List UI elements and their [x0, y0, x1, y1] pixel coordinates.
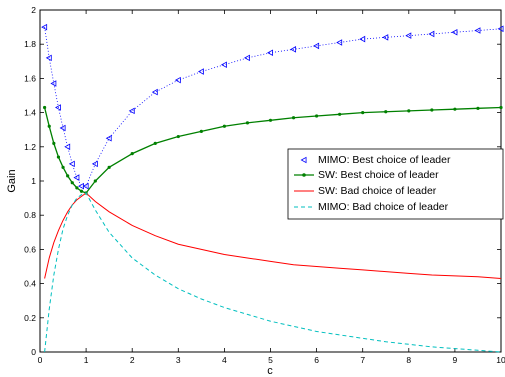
x-tick-label: 5 — [268, 355, 273, 365]
data-point — [75, 186, 79, 190]
data-point — [407, 109, 411, 113]
data-point — [174, 76, 181, 84]
legend-entry-sw-best: SW: Best choice of leader — [318, 169, 439, 181]
legend-entry-sw-bad: SW: Bad choice of leader — [318, 185, 437, 197]
data-point — [474, 27, 481, 34]
data-point — [497, 25, 504, 33]
data-point — [361, 111, 365, 115]
legend-entry-mimo-best: MIMO: Best choice of leader — [318, 154, 451, 166]
series-0 — [41, 23, 504, 190]
y-tick-label: 1.8 — [24, 39, 36, 49]
data-point — [499, 105, 503, 110]
data-point — [338, 112, 342, 116]
data-point — [52, 141, 56, 145]
series-1 — [43, 105, 503, 195]
y-tick-label: 1.4 — [24, 108, 36, 118]
x-tick-label: 10 — [496, 355, 505, 365]
data-point — [382, 34, 389, 41]
series-3 — [44, 192, 502, 353]
x-tick-label: 7 — [360, 355, 365, 365]
data-point — [107, 165, 111, 169]
y-tick-label: 1.2 — [24, 142, 36, 152]
data-point — [315, 114, 319, 118]
y-tick-label: 0.6 — [24, 244, 36, 254]
data-point — [384, 110, 388, 114]
y-tick-label: 0.8 — [24, 210, 36, 220]
data-point — [91, 160, 98, 168]
data-point — [428, 30, 435, 38]
data-point — [291, 116, 296, 120]
data-point — [453, 107, 457, 111]
legend-sample-marker — [302, 173, 306, 177]
data-point — [359, 35, 366, 43]
y-tick-label: 1 — [31, 176, 36, 186]
x-tick-label: 8 — [406, 355, 411, 365]
data-point — [267, 49, 273, 57]
data-point — [73, 174, 80, 181]
y-tick-label: 1.6 — [24, 73, 36, 83]
legend: MIMO: Best choice of leader SW: Best cho… — [287, 148, 504, 220]
data-point — [130, 152, 134, 156]
data-point — [59, 124, 66, 132]
x-tick-label: 1 — [84, 355, 89, 365]
data-point — [430, 108, 434, 112]
data-point — [176, 134, 180, 139]
data-point — [268, 118, 273, 122]
x-tick-label: 4 — [222, 355, 227, 365]
x-tick-label: 2 — [130, 355, 135, 365]
data-point — [41, 23, 48, 31]
y-tick-label: 0.2 — [24, 313, 36, 323]
data-point — [79, 189, 84, 193]
data-point — [43, 105, 47, 110]
y-tick-label: 0 — [31, 347, 36, 357]
x-tick-label: 9 — [453, 355, 458, 365]
data-point — [245, 121, 250, 125]
data-point — [61, 165, 65, 169]
series-line-sw-bad — [44, 192, 502, 279]
series-2 — [44, 192, 502, 279]
series-line-mimo-bad — [44, 192, 502, 353]
y-axis-label: Gain — [6, 169, 18, 192]
x-tick-label: 3 — [176, 355, 181, 365]
data-point — [93, 179, 97, 183]
legend-box — [287, 148, 504, 220]
legend-sample-mimo-best — [300, 156, 307, 164]
y-tick-label: 2 — [31, 5, 36, 15]
data-point — [66, 174, 70, 178]
data-point — [50, 80, 57, 87]
legend-entry-mimo-bad: MIMO: Bad choice of leader — [318, 201, 449, 213]
data-point — [405, 32, 412, 39]
data-point — [220, 61, 227, 68]
data-point — [70, 181, 74, 185]
axis-ticks: 0 1 2 3 4 5 6 7 8 9 10 0 0.2 0.4 0.6 0.8 1 1.2 1.4 1.6 1.8 2 — [24, 5, 505, 365]
series-layer — [41, 23, 504, 353]
data-point — [56, 155, 61, 159]
legend-samples — [294, 156, 314, 208]
x-tick-label: 6 — [314, 355, 319, 365]
data-point — [151, 88, 158, 96]
data-point — [244, 54, 250, 62]
x-axis-label: c — [267, 365, 273, 377]
data-point — [55, 104, 61, 111]
x-tick-label: 0 — [38, 355, 43, 365]
data-point — [82, 182, 89, 190]
data-point — [451, 28, 458, 36]
data-point — [128, 107, 135, 115]
data-point — [290, 46, 297, 53]
y-tick-label: 0.4 — [24, 279, 36, 289]
data-point — [64, 143, 71, 151]
data-point — [476, 106, 480, 110]
data-point — [45, 54, 52, 62]
data-point — [199, 129, 203, 134]
data-point — [105, 134, 112, 142]
data-point — [313, 42, 320, 50]
data-point — [47, 124, 51, 128]
data-point — [197, 68, 204, 75]
data-point — [222, 124, 226, 128]
data-point — [336, 39, 343, 46]
data-point — [153, 141, 157, 145]
data-point — [68, 160, 75, 168]
